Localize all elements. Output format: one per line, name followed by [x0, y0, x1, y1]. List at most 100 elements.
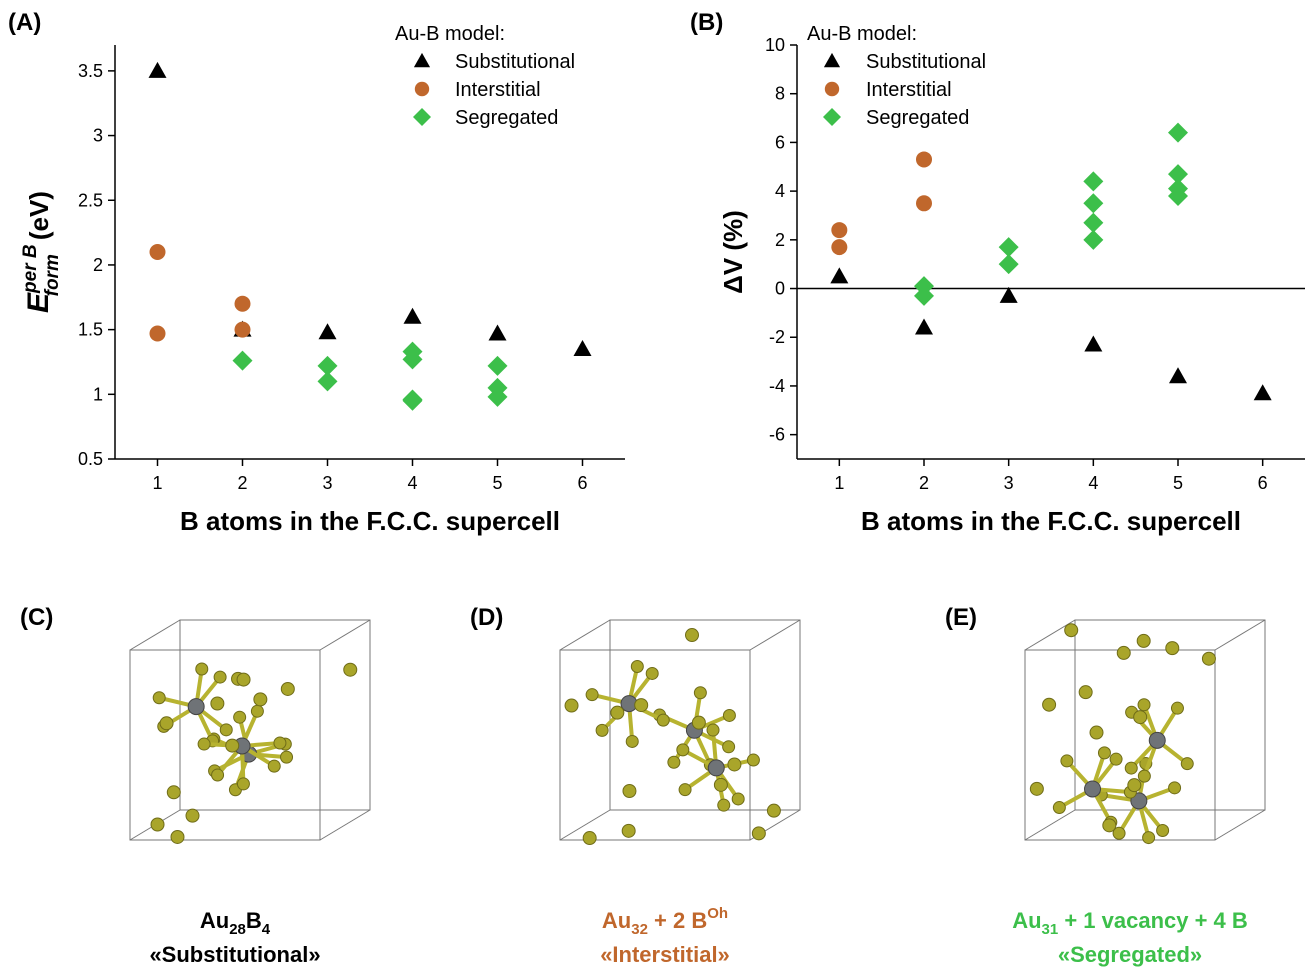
panel-label: (C) [20, 604, 53, 631]
x-tick-label: 2 [919, 473, 929, 493]
formula-part: 31 [1042, 921, 1059, 938]
figure: (A)0.511.522.533.5123456B atoms in the F… [0, 0, 1309, 971]
formula: Au31 + 1 vacancy + 4 B [1012, 908, 1248, 938]
y-tick-label: 3 [93, 126, 103, 146]
panel-label: (D) [470, 604, 503, 631]
au-atom [1090, 726, 1103, 739]
cell-edge [1025, 810, 1075, 840]
au-atom [679, 784, 691, 796]
diamond-marker [1083, 213, 1103, 233]
formula-part: Oh [707, 905, 728, 922]
legend-title: Au-B model: [807, 23, 917, 45]
y-axis-label: Eper Bform(eV) [20, 191, 63, 313]
au-atom [626, 735, 638, 747]
triangle-marker [1169, 367, 1187, 383]
cell-edge [560, 620, 610, 650]
diamond-marker [403, 391, 423, 411]
au-atom [1043, 698, 1056, 711]
y-tick-label: 0 [775, 279, 785, 299]
circle-marker [415, 82, 429, 96]
x-tick-label: 5 [1173, 473, 1183, 493]
x-tick-label: 1 [152, 473, 162, 493]
au-atom [631, 660, 643, 672]
y-axis-label: ΔV (%) [718, 210, 748, 294]
au-atom [596, 724, 608, 736]
diamond-marker [413, 108, 431, 126]
au-atom [1098, 747, 1110, 759]
b-atom [188, 699, 204, 715]
au-atom [160, 717, 173, 730]
cell-edge [1215, 620, 1265, 650]
formula-part: 28 [229, 921, 246, 938]
legend-label: Substitutional [455, 51, 575, 73]
au-atom [171, 830, 184, 843]
x-tick-label: 4 [407, 473, 417, 493]
legend-label: Interstitial [455, 79, 541, 101]
au-atom [611, 706, 624, 719]
au-atom [237, 778, 249, 790]
y-tick-label: 2 [93, 255, 103, 275]
triangle-marker [1254, 384, 1272, 400]
au-atom [1125, 762, 1137, 774]
x-tick-label: 3 [1004, 473, 1014, 493]
au-atom [623, 784, 636, 797]
au-atom [714, 778, 727, 791]
au-atom [723, 741, 735, 753]
diamond-marker [1168, 123, 1188, 143]
triangle-marker [489, 325, 507, 341]
au-atom [281, 751, 293, 763]
diamond-marker [999, 237, 1019, 257]
cell-edge [130, 620, 180, 650]
au-atom [186, 809, 199, 822]
triangle-marker [915, 318, 933, 334]
y-tick-label: 8 [775, 84, 785, 104]
au-atom [692, 716, 705, 729]
au-atom [747, 754, 759, 766]
panel-label: (A) [8, 9, 41, 36]
formula-part: Au [1012, 908, 1041, 933]
au-atom [1143, 832, 1155, 844]
au-atom [646, 667, 658, 679]
au-atom [1137, 634, 1150, 647]
diamond-marker [999, 254, 1019, 274]
cell-edge [750, 620, 800, 650]
formula: Au28B4 [200, 908, 271, 938]
au-atom [281, 682, 294, 695]
circle-marker [831, 222, 847, 238]
au-atom [1103, 819, 1116, 832]
cell-edge [320, 810, 370, 840]
legend-label: Interstitial [866, 79, 952, 101]
au-atom [668, 756, 680, 768]
au-atom [151, 818, 164, 831]
au-atom [622, 824, 635, 837]
circle-marker [150, 244, 166, 260]
diamond-marker [233, 351, 253, 371]
au-atom [752, 827, 765, 840]
au-atom [211, 697, 224, 710]
y-tick-label: 1.5 [78, 320, 103, 340]
au-atom [586, 689, 598, 701]
structure-name: «Substitutional» [149, 942, 320, 967]
x-tick-label: 5 [492, 473, 502, 493]
au-atom [198, 738, 210, 750]
au-atom [153, 692, 165, 704]
au-atom [167, 786, 180, 799]
y-tick-label: 0.5 [78, 449, 103, 469]
au-atom [694, 687, 706, 699]
formula: Au32 + 2 BOh [602, 905, 728, 938]
y-label-sup: per B [20, 244, 41, 294]
au-atom [732, 793, 744, 805]
cell-edge [320, 620, 370, 650]
au-atom [1166, 642, 1179, 655]
triangle-marker [414, 53, 430, 67]
au-atom [718, 799, 730, 811]
circle-marker [916, 195, 932, 211]
au-atom [251, 705, 263, 717]
au-atom [707, 724, 719, 736]
au-atom [1065, 624, 1078, 637]
au-atom [728, 758, 741, 771]
au-atom [214, 671, 226, 683]
y-tick-label: 2 [775, 230, 785, 250]
y-tick-label: -2 [769, 327, 785, 347]
panel-label: (B) [690, 9, 723, 36]
